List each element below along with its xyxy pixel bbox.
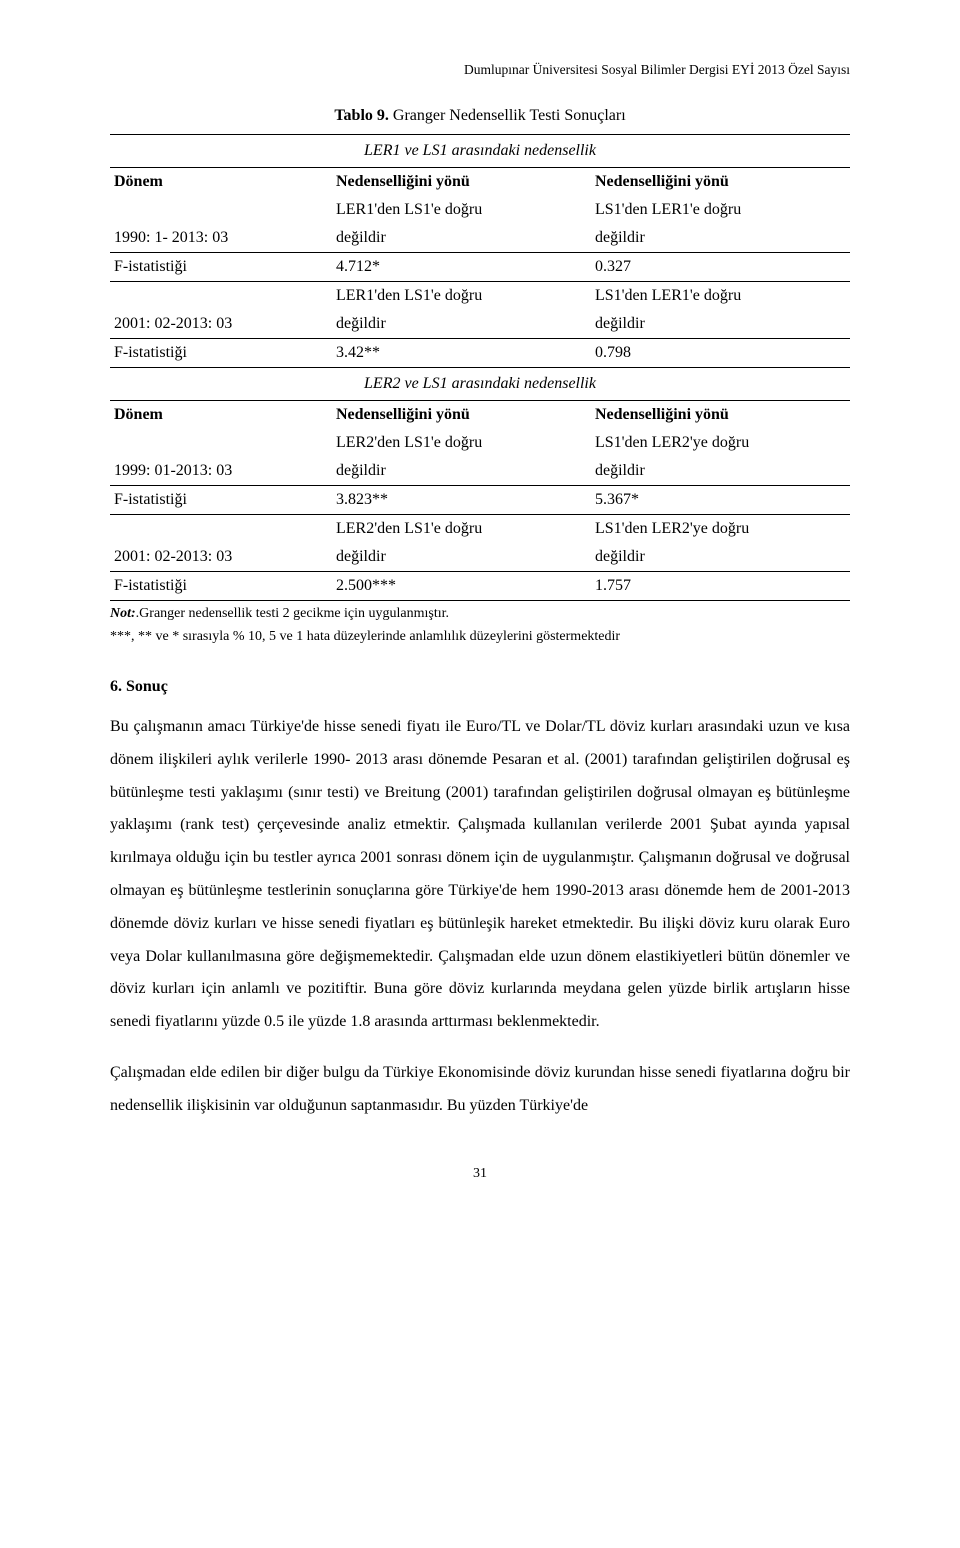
f1-label: F-istatistiği <box>110 253 332 282</box>
r1-c2a: LER1'den LS1'e doğru <box>332 196 591 224</box>
th-col2-2: Nedenselliğini yönü <box>332 401 591 430</box>
granger-table: LER1 ve LS1 arasındaki nedensellik Dönem… <box>110 134 850 601</box>
r3-c1: 1999: 01-2013: 03 <box>110 457 332 486</box>
r1-c3a: LS1'den LER1'e doğru <box>591 196 850 224</box>
f2-c2: 3.42** <box>332 339 591 368</box>
table-title: Tablo 9. Granger Nedensellik Testi Sonuç… <box>110 104 850 128</box>
th-donem-1: Dönem <box>110 168 332 197</box>
table-note-2: ***, ** ve * sırasıyla % 10, 5 ve 1 hata… <box>110 628 850 647</box>
page-number: 31 <box>110 1163 850 1184</box>
th-donem-2: Dönem <box>110 401 332 430</box>
f4-c3: 1.757 <box>591 572 850 601</box>
r4-c3b: değildir <box>591 543 850 572</box>
f4-label: F-istatistiği <box>110 572 332 601</box>
table-note-1: Not:.Granger nedensellik testi 2 gecikme… <box>110 605 850 624</box>
paragraph-1: Bu çalışmanın amacı Türkiye'de hisse sen… <box>110 711 850 1039</box>
th-col3-1: Nedenselliğini yönü <box>591 168 850 197</box>
table-section-2: LER2 ve LS1 arasındaki nedensellik <box>110 368 850 401</box>
r2-empty <box>110 282 332 311</box>
section-heading: 6. Sonuç <box>110 675 850 699</box>
f3-c2: 3.823** <box>332 486 591 515</box>
journal-header: Dumlupınar Üniversitesi Sosyal Bilimler … <box>110 60 850 80</box>
f3-c3: 5.367* <box>591 486 850 515</box>
r3-c3b: değildir <box>591 457 850 486</box>
f1-c2: 4.712* <box>332 253 591 282</box>
th-col2-1: Nedenselliğini yönü <box>332 168 591 197</box>
note-rest: .Granger nedensellik testi 2 gecikme içi… <box>136 606 449 621</box>
r2-c2b: değildir <box>332 310 591 339</box>
r1-c1: 1990: 1- 2013: 03 <box>110 224 332 253</box>
r3-c2b: değildir <box>332 457 591 486</box>
r2-c1: 2001: 02-2013: 03 <box>110 310 332 339</box>
r2-c3b: değildir <box>591 310 850 339</box>
r3-c2a: LER2'den LS1'e doğru <box>332 429 591 457</box>
r4-c2b: değildir <box>332 543 591 572</box>
r3-empty <box>110 429 332 457</box>
paragraph-2: Çalışmadan elde edilen bir diğer bulgu d… <box>110 1057 850 1123</box>
r2-c2a: LER1'den LS1'e doğru <box>332 282 591 311</box>
r4-c2a: LER2'den LS1'e doğru <box>332 515 591 544</box>
r4-c1: 2001: 02-2013: 03 <box>110 543 332 572</box>
f4-c2: 2.500*** <box>332 572 591 601</box>
table-title-prefix: Tablo 9. <box>334 107 389 124</box>
f2-c3: 0.798 <box>591 339 850 368</box>
f1-c3: 0.327 <box>591 253 850 282</box>
th-col3-2: Nedenselliğini yönü <box>591 401 850 430</box>
r4-empty <box>110 515 332 544</box>
table-section-1: LER1 ve LS1 arasındaki nedensellik <box>110 135 850 168</box>
f2-label: F-istatistiği <box>110 339 332 368</box>
note-label: Not: <box>110 606 136 621</box>
r1-c2b: değildir <box>332 224 591 253</box>
f3-label: F-istatistiği <box>110 486 332 515</box>
r1-c3b: değildir <box>591 224 850 253</box>
table-title-rest: Granger Nedensellik Testi Sonuçları <box>389 107 626 124</box>
r2-c3a: LS1'den LER1'e doğru <box>591 282 850 311</box>
r1-empty <box>110 196 332 224</box>
r4-c3a: LS1'den LER2'ye doğru <box>591 515 850 544</box>
r3-c3a: LS1'den LER2'ye doğru <box>591 429 850 457</box>
